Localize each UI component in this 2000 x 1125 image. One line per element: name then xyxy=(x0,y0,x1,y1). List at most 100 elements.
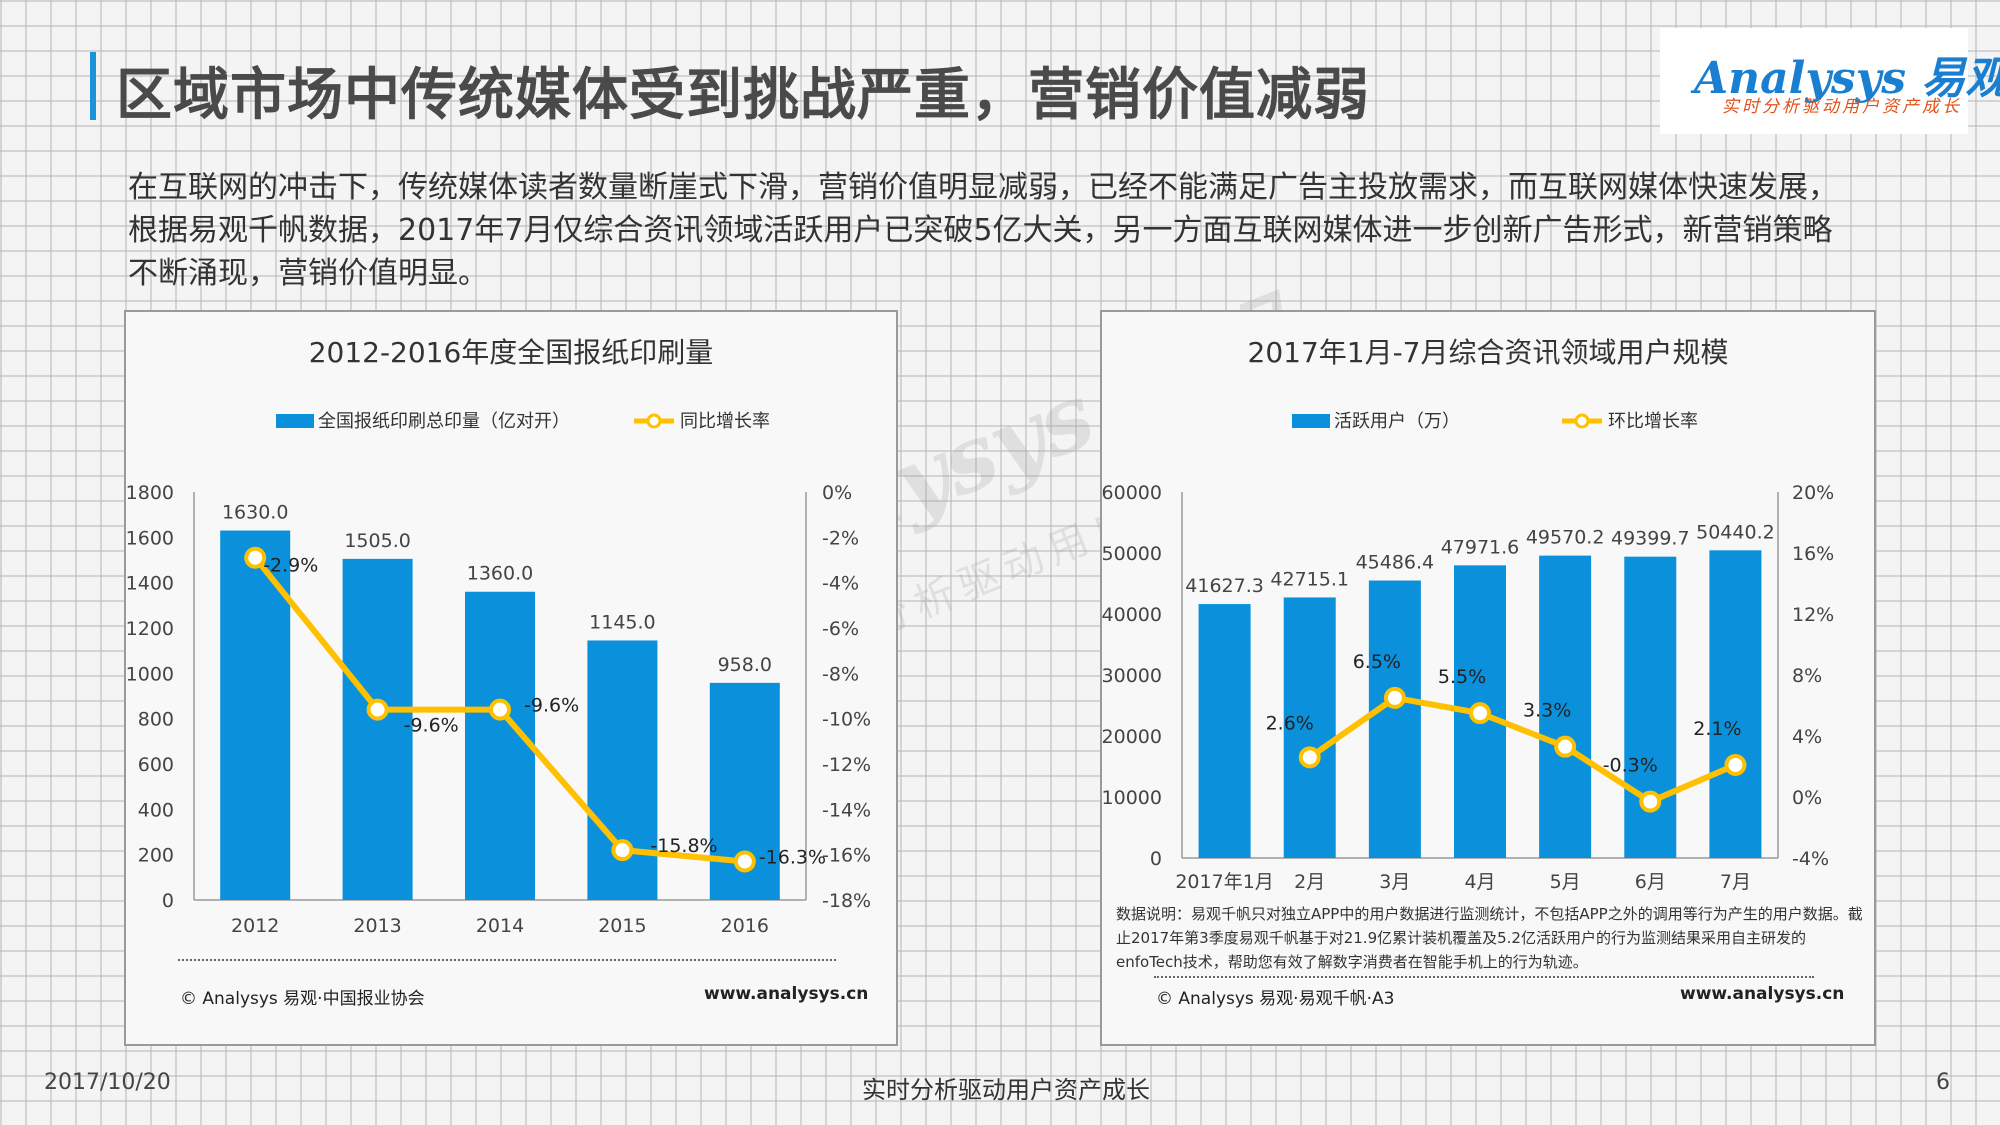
title-accent-bar xyxy=(90,52,96,120)
legend-bar-label: 全国报纸印刷总印量（亿对开） xyxy=(318,411,570,432)
line-value-label: -16.3% xyxy=(759,846,826,868)
bar-value-label: 1360.0 xyxy=(467,563,533,585)
bar xyxy=(465,591,535,900)
bar xyxy=(220,530,291,900)
x-tick-label: 2015 xyxy=(598,915,646,937)
y-tick-left: 20000 xyxy=(1102,726,1162,748)
y-tick-left: 400 xyxy=(138,799,174,821)
bar xyxy=(342,558,413,900)
bar-value-label: 958.0 xyxy=(718,654,772,676)
y-tick-left: 800 xyxy=(138,709,174,731)
bar xyxy=(1709,550,1762,858)
legend-bar-swatch xyxy=(1292,414,1330,428)
y-tick-right: -18% xyxy=(822,890,871,912)
y-tick-left: 0 xyxy=(162,890,174,912)
line-value-label: 2.6% xyxy=(1266,712,1314,734)
page-title: 区域市场中传统媒体受到挑战严重，营销价值减弱 xyxy=(116,63,1370,128)
line-point xyxy=(611,839,634,862)
line-value-label: 5.5% xyxy=(1438,666,1486,688)
x-tick-label: 2月 xyxy=(1294,871,1325,893)
data-note: 数据说明：易观千帆只对独立APP中的用户数据进行监测统计，不包括APP之外的调用… xyxy=(1116,905,1863,971)
x-tick-label: 7月 xyxy=(1720,871,1751,893)
bar-value-label: 50440.2 xyxy=(1696,521,1775,543)
footer-slogan: 实时分析驱动用户资产成长 xyxy=(862,1076,1150,1104)
y-tick-left: 1800 xyxy=(126,482,174,504)
y-tick-right: 0% xyxy=(822,482,852,504)
analysys-logo: Analysys 易观 实时分析驱动用户资产成长 xyxy=(1660,28,2000,134)
bar xyxy=(1198,604,1251,858)
chart-source-url: www.analysys.cn xyxy=(1680,984,1845,1004)
y-tick-right: -2% xyxy=(822,527,859,549)
y-tick-right: 0% xyxy=(1792,787,1822,809)
logo-wordmark: Analysys 易观 xyxy=(1694,53,2000,104)
bar-value-label: 42715.1 xyxy=(1270,568,1349,590)
legend-line-label: 环比增长率 xyxy=(1608,411,1698,432)
footer-date: 2017/10/20 xyxy=(44,1070,171,1095)
y-tick-left: 60000 xyxy=(1102,482,1162,504)
y-tick-left: 1400 xyxy=(126,573,174,595)
line-point xyxy=(1383,686,1406,709)
y-tick-right: 8% xyxy=(1792,665,1822,687)
bar-value-label: 1505.0 xyxy=(344,530,410,552)
x-tick-label: 4月 xyxy=(1464,871,1495,893)
x-tick-label: 2014 xyxy=(476,915,524,937)
y-tick-right: 16% xyxy=(1792,543,1834,565)
line-point xyxy=(1639,790,1662,813)
line-point xyxy=(733,850,756,873)
legend-line-marker xyxy=(646,413,662,429)
line-point xyxy=(1554,735,1577,758)
line-point xyxy=(489,698,511,721)
line-point xyxy=(1724,753,1747,776)
bar xyxy=(1283,597,1336,858)
line-value-label: -9.6% xyxy=(524,695,579,717)
chart-title: 2012-2016年度全国报纸印刷量 xyxy=(309,336,714,369)
y-tick-right: 12% xyxy=(1792,604,1834,626)
y-tick-left: 50000 xyxy=(1102,543,1162,565)
line-point xyxy=(1469,702,1491,725)
bar-value-label: 49570.2 xyxy=(1526,527,1605,549)
bar-value-label: 41627.3 xyxy=(1185,575,1264,597)
y-tick-right: -4% xyxy=(822,573,859,595)
y-tick-left: 600 xyxy=(138,754,174,776)
line-value-label: -9.6% xyxy=(404,715,459,737)
y-tick-left: 10000 xyxy=(1102,787,1162,809)
x-tick-label: 5月 xyxy=(1550,871,1581,893)
logo-tagline: 实时分析驱动用户资产成长 xyxy=(1722,97,1962,117)
y-tick-right: -12% xyxy=(822,754,871,776)
intro-line: 不断涌现，营销价值明显。 xyxy=(128,256,488,291)
x-tick-label: 2017年1月 xyxy=(1175,871,1273,893)
y-tick-right: -4% xyxy=(1792,848,1829,870)
y-tick-right: 4% xyxy=(1792,726,1822,748)
line-value-label: -0.3% xyxy=(1603,755,1658,777)
x-tick-label: 2012 xyxy=(231,915,279,937)
y-tick-left: 40000 xyxy=(1102,604,1162,626)
line-value-label: -15.8% xyxy=(650,835,717,857)
x-tick-label: 6月 xyxy=(1635,871,1666,893)
panel-divider xyxy=(1154,976,1814,978)
page-number: 6 xyxy=(1936,1070,1950,1095)
bar xyxy=(1539,555,1592,858)
intro-line: 根据易观千帆数据，2017年7月仅综合资讯领域活跃用户已突破5亿大关，另一方面互… xyxy=(128,213,1833,248)
intro-paragraph: 在互联网的冲击下，传统媒体读者数量断崖式下滑，营销价值明显减弱，已经不能满足广告… xyxy=(128,166,1838,295)
y-tick-right: -6% xyxy=(822,618,859,640)
x-tick-label: 3月 xyxy=(1379,871,1410,893)
chart-panel-news-users: 2017年1月-7月综合资讯领域用户规模 活跃用户（万） 环比增长率 0 10000 20… xyxy=(1100,310,1876,1046)
x-tick-label: 2013 xyxy=(353,915,401,937)
bar-value-label: 47971.6 xyxy=(1441,536,1520,558)
y-tick-right: -16% xyxy=(822,845,871,867)
intro-line: 在互联网的冲击下，传统媒体读者数量断崖式下滑，营销价值明显减弱，已经不能满足广告… xyxy=(128,170,1838,205)
bar-value-label: 45486.4 xyxy=(1356,552,1435,574)
line-point xyxy=(244,546,267,569)
bar-value-label: 49399.7 xyxy=(1611,528,1690,550)
chart-source-url: www.analysys.cn xyxy=(704,984,869,1004)
chart-title: 2017年1月-7月综合资讯领域用户规模 xyxy=(1248,336,1729,369)
legend-bar-swatch xyxy=(276,414,314,428)
chart-source: © Analysys 易观·中国报业协会 xyxy=(180,989,425,1009)
y-tick-left: 0 xyxy=(1150,848,1162,870)
line-point xyxy=(366,698,389,721)
chart-source: © Analysys 易观·易观千帆·A3 xyxy=(1156,989,1395,1009)
line-value-label: 6.5% xyxy=(1353,651,1401,673)
chart-panel-newspaper: 2012-2016年度全国报纸印刷量 全国报纸印刷总印量（亿对开） 同比增长率 0 20… xyxy=(124,310,898,1046)
